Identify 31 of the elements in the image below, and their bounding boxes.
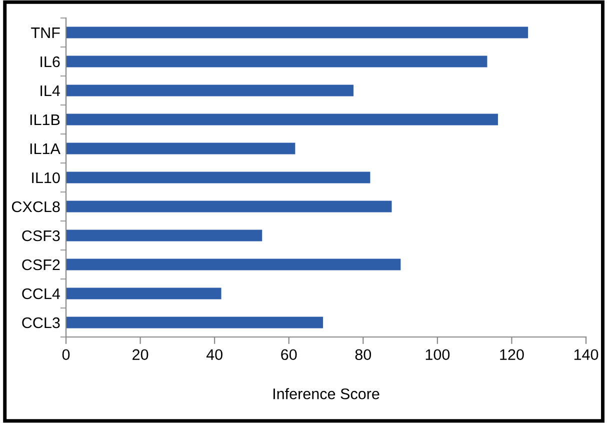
y-tick-label: CSF3 xyxy=(22,230,60,242)
y-tick-label: IL6 xyxy=(40,56,60,68)
bar xyxy=(66,114,498,126)
y-tick-label: IL1B xyxy=(30,114,60,126)
y-tick-label: CCL4 xyxy=(22,288,60,300)
bar xyxy=(66,200,392,212)
y-tick-label: TNF xyxy=(31,28,60,38)
bar xyxy=(66,230,262,242)
x-tick-label: 60 xyxy=(281,349,297,360)
x-axis-title: Inference Score xyxy=(273,388,380,400)
y-tick-label: IL4 xyxy=(40,86,60,96)
x-tick-label: 100 xyxy=(426,349,450,360)
bar xyxy=(66,172,370,184)
bar xyxy=(66,316,324,328)
bar xyxy=(66,142,296,154)
x-tick-label: 120 xyxy=(500,349,524,360)
y-tick-label: CCL3 xyxy=(22,317,60,328)
x-tick-label: 20 xyxy=(132,349,148,360)
x-tick-label: 80 xyxy=(355,349,372,360)
bar xyxy=(66,56,488,68)
y-tick-label: IL10 xyxy=(32,172,60,184)
y-tick-label: CSF2 xyxy=(22,259,60,270)
bar xyxy=(66,258,401,270)
bar xyxy=(66,84,354,96)
x-tick-label: 140 xyxy=(574,349,598,360)
y-tick-label: CXCL8 xyxy=(12,201,60,212)
bar xyxy=(66,288,222,300)
x-tick-label: 40 xyxy=(206,349,222,360)
x-tick-label: 0 xyxy=(62,349,70,360)
bar xyxy=(66,26,528,38)
y-tick-label: IL1A xyxy=(30,144,60,154)
